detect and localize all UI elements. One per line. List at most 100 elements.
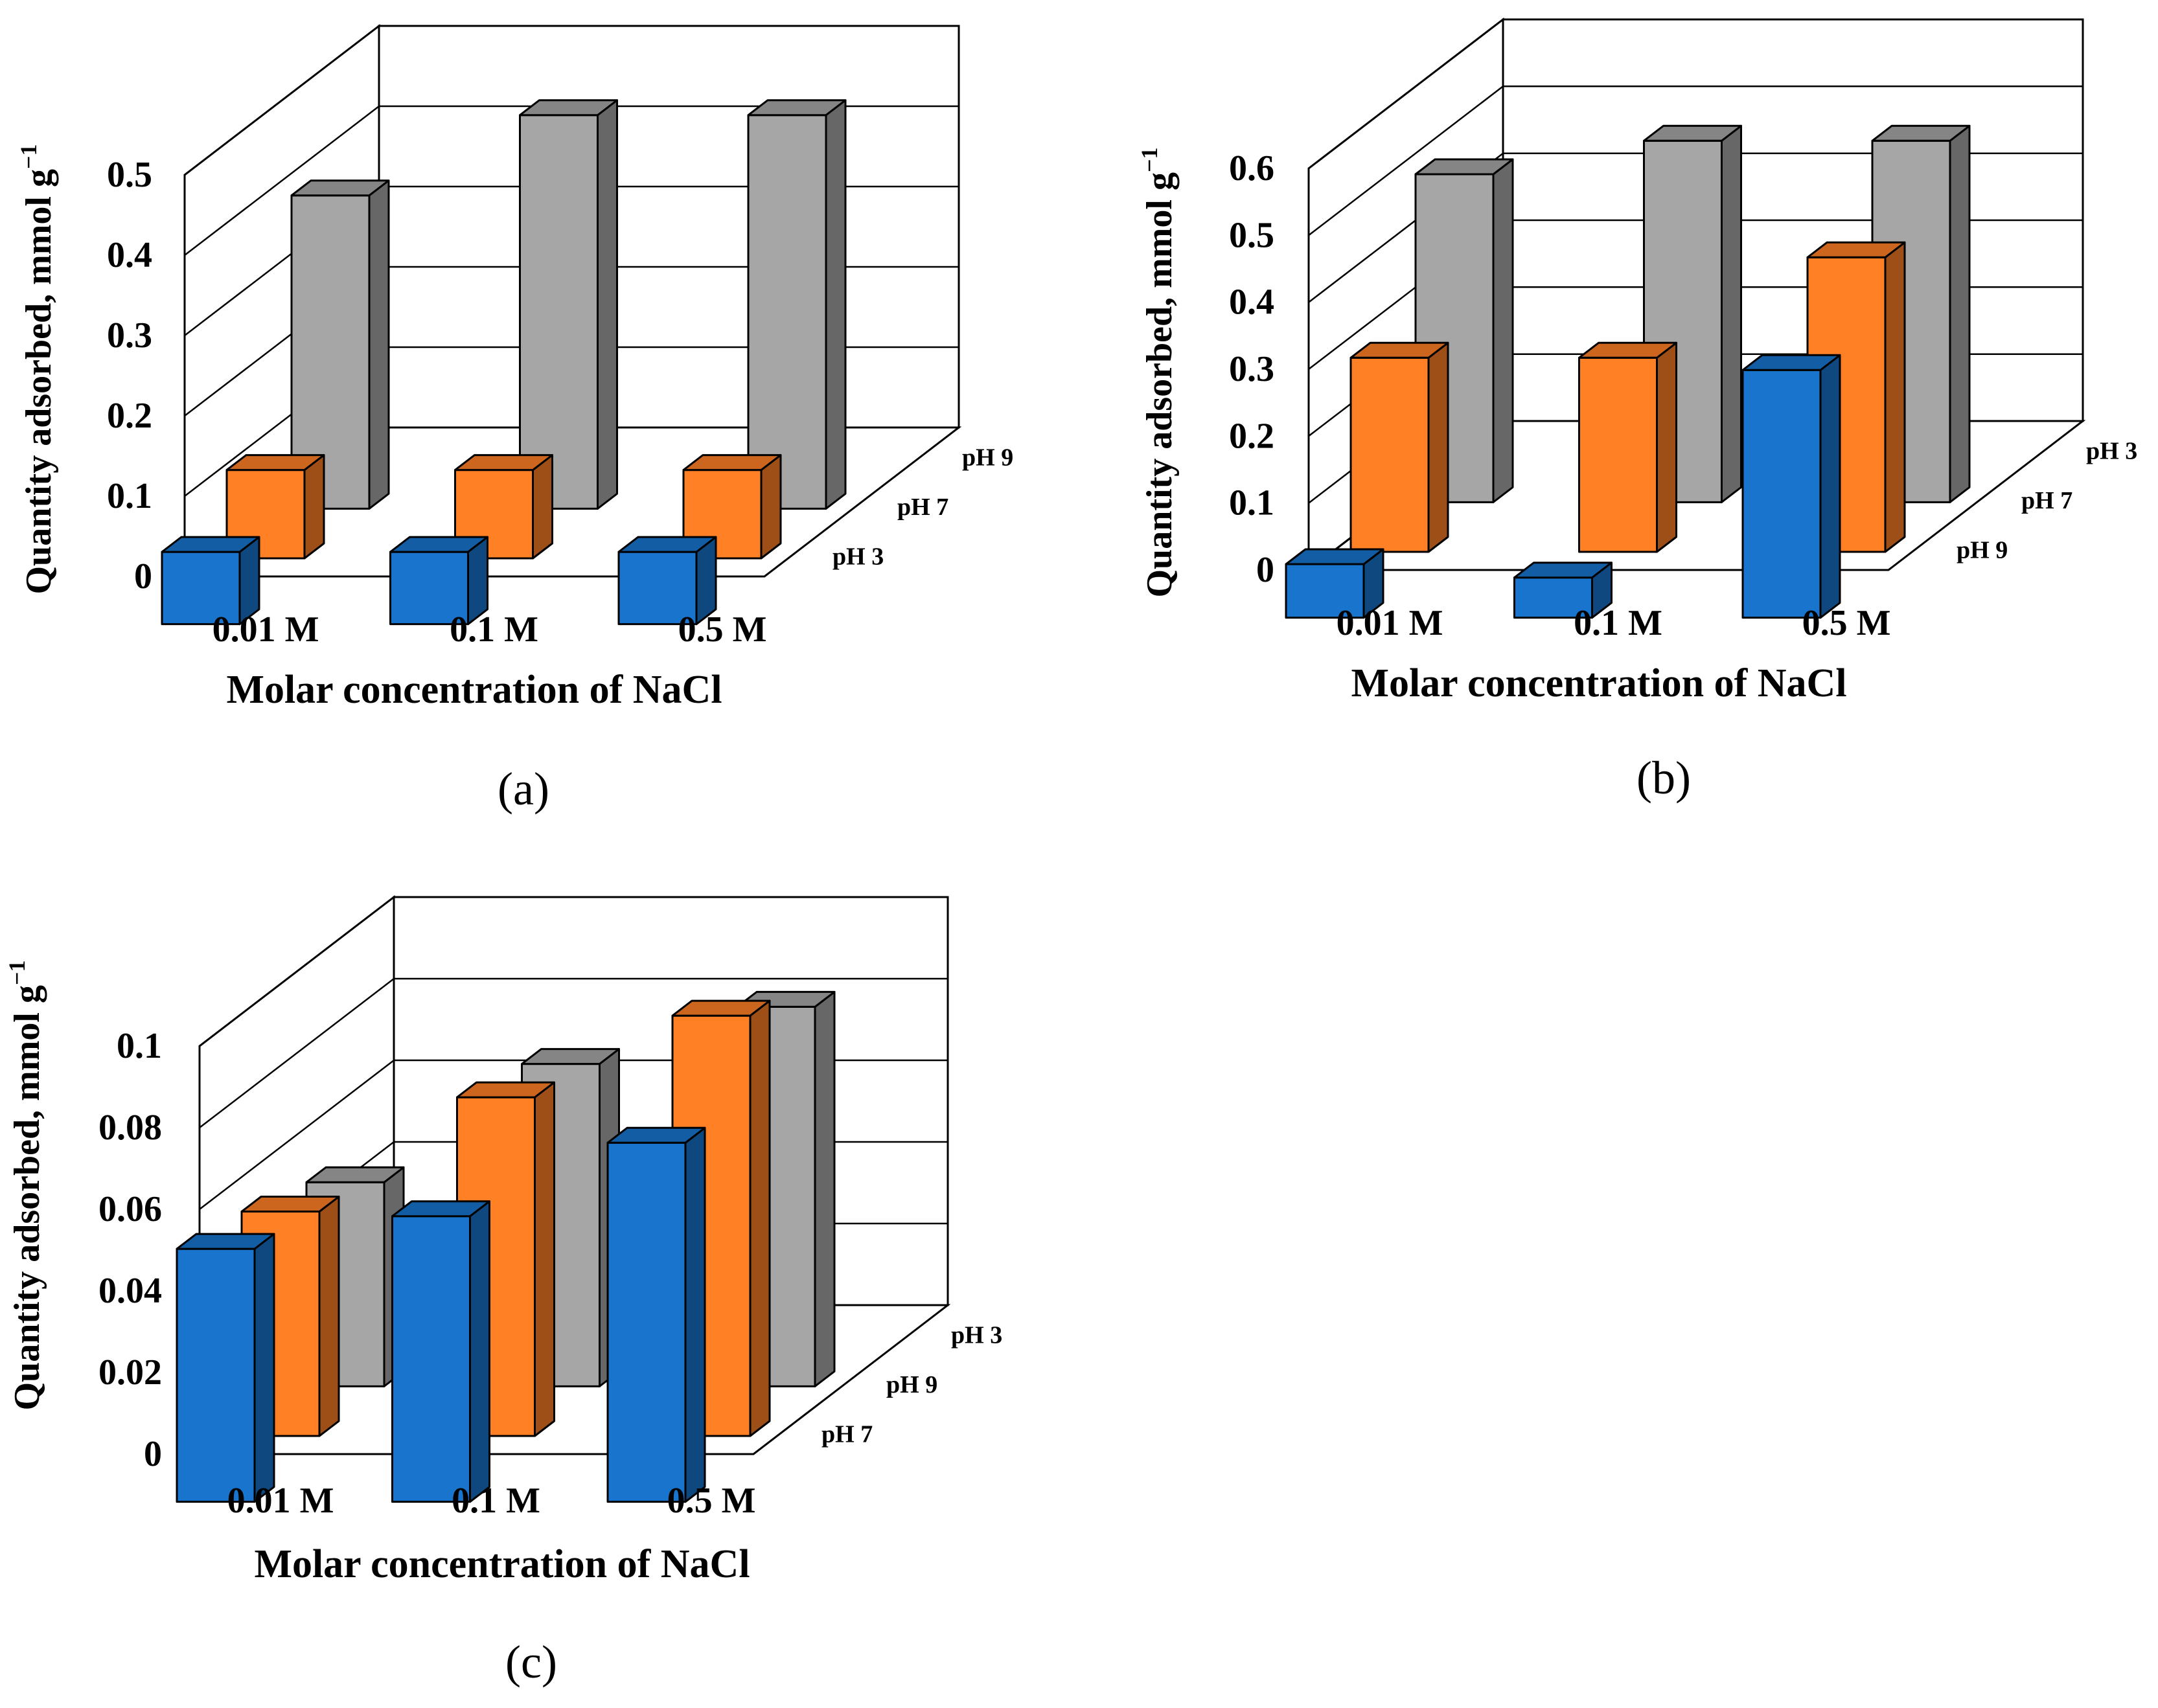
x-tick-label: 0.5 M — [667, 1481, 756, 1521]
bar-top — [161, 536, 260, 553]
bar-top — [176, 1233, 275, 1250]
x-tick-label: 0.01 M — [1337, 603, 1443, 643]
bar-top — [1285, 548, 1384, 565]
x-tick-label: 0.01 M — [212, 609, 319, 650]
bar-top — [1513, 562, 1613, 579]
bar-side — [318, 1196, 340, 1437]
bar-side — [253, 1233, 275, 1503]
bar-side — [1819, 354, 1841, 619]
bar-front — [1285, 563, 1365, 619]
bar-top — [1643, 124, 1742, 142]
bar-ph-7 — [1349, 341, 1449, 553]
bar-front — [1741, 369, 1822, 619]
x-axis-title: Molar concentration of NaCl — [254, 1542, 750, 1586]
y-axis-title-text: Quantity adsorbed, mmol g — [19, 169, 59, 595]
y-tick-label: 0 — [144, 1434, 162, 1474]
y-tick-label: 0.4 — [1229, 282, 1274, 323]
bar-ph-3 — [389, 536, 488, 626]
bar-ph-7 — [176, 1233, 275, 1503]
bar-top — [240, 1196, 340, 1213]
bar-side — [825, 99, 847, 510]
bar-side — [597, 99, 618, 510]
bar-top — [454, 454, 553, 472]
bar-ph-9 — [519, 99, 618, 510]
gridline — [1308, 18, 2083, 169]
bar-top — [617, 536, 717, 553]
y-tick-label: 0.08 — [98, 1108, 162, 1148]
bar-front — [747, 114, 827, 510]
bar-side — [532, 454, 553, 560]
bar-top — [391, 1200, 490, 1218]
y-tick-label: 0.2 — [1229, 416, 1274, 456]
bar-side — [749, 999, 771, 1437]
bar-top — [521, 1048, 620, 1065]
depth-label: pH 7 — [897, 494, 948, 521]
bar-ph-7 — [391, 1200, 490, 1503]
y-axis-title-text: Quantity adsorbed, mmol g — [7, 985, 47, 1411]
bar-top — [606, 1126, 706, 1144]
bar-ph-9 — [747, 99, 847, 510]
y-axis-title-superscript: −1 — [16, 144, 41, 169]
bar-top — [671, 999, 771, 1017]
x-tick-label: 0.5 M — [1802, 603, 1891, 643]
bar-top — [682, 454, 782, 472]
bar-top — [1349, 341, 1449, 359]
y-tick-label: 0 — [1256, 550, 1274, 590]
x-tick-label: 0.5 M — [678, 609, 767, 650]
bar-top — [1871, 124, 1971, 142]
panel-caption: (c) — [505, 1636, 557, 1688]
y-tick-label: 0.4 — [107, 235, 152, 275]
x-tick-label: 0.1 M — [452, 1481, 540, 1521]
bar-front — [606, 1141, 687, 1503]
bar-side — [760, 454, 782, 560]
y-tick-label: 0.6 — [1229, 148, 1274, 188]
bar-side — [368, 179, 390, 510]
bar-side — [534, 1081, 555, 1437]
bar-ph-3 — [1643, 124, 1742, 503]
chart-panel-c: 0 0.02 0.04 0.06 0.08 0.1 pH 7 pH 9 pH 3 0.01 M 0.… — [4, 894, 1002, 1688]
bar-top — [1806, 241, 1906, 258]
gridline — [184, 25, 959, 176]
y-tick-label: 0.3 — [1229, 349, 1274, 389]
bar-side — [1656, 341, 1677, 553]
bar-top — [1578, 341, 1677, 359]
y-tick-label: 0.04 — [98, 1271, 162, 1311]
panel-caption: (a) — [498, 763, 549, 815]
bar-front — [391, 1215, 471, 1503]
bar-ph-9 — [1513, 562, 1613, 619]
bar-side — [1949, 124, 1971, 503]
bar-side — [684, 1126, 706, 1503]
depth-label: pH 3 — [2086, 437, 2137, 464]
y-axis-title: Quantity adsorbed, mmol g−1 — [4, 960, 47, 1410]
x-tick-label: 0.1 M — [1574, 603, 1662, 643]
bar-side — [1492, 158, 1514, 503]
x-axis-title: Molar concentration of NaCl — [1351, 661, 1846, 705]
bar-side — [1427, 341, 1449, 553]
bar-ph-3 — [161, 536, 260, 626]
bar-front — [617, 551, 698, 626]
bar-top — [1741, 354, 1841, 371]
bar-top — [305, 1166, 405, 1183]
chart-panel-b: 0 0.1 0.2 0.3 0.4 0.5 0.6 pH 9 pH 7 pH 3 0.01 M 0.1… — [1136, 17, 2137, 804]
chart-panel-a: 0 0.1 0.2 0.3 0.4 0.5 pH 3 pH 7 pH 9 0.01 M 0.1 M 0… — [16, 23, 1013, 815]
y-tick-label: 0 — [134, 556, 152, 597]
depth-label: pH 7 — [821, 1421, 873, 1448]
y-tick-label: 0.1 — [107, 476, 152, 516]
depth-label: pH 3 — [951, 1321, 1002, 1349]
y-tick-label: 0.06 — [98, 1189, 162, 1229]
depth-label: pH 9 — [962, 444, 1013, 471]
bar-ph-7 — [606, 1126, 706, 1503]
bar-side — [303, 454, 325, 560]
x-axis-title: Molar concentration of NaCl — [226, 668, 722, 712]
gridline — [1308, 85, 2083, 236]
bar-top — [290, 179, 390, 197]
bar-side — [469, 1200, 490, 1503]
bar-top — [1414, 158, 1514, 176]
panel-caption: (b) — [1636, 752, 1691, 804]
y-tick-label: 0.5 — [1229, 215, 1274, 255]
bar-side — [1884, 241, 1906, 553]
y-tick-label: 0.2 — [107, 396, 152, 436]
y-tick-label: 0.1 — [117, 1026, 162, 1066]
y-tick-label: 0.3 — [107, 315, 152, 356]
back-wall — [378, 25, 960, 429]
